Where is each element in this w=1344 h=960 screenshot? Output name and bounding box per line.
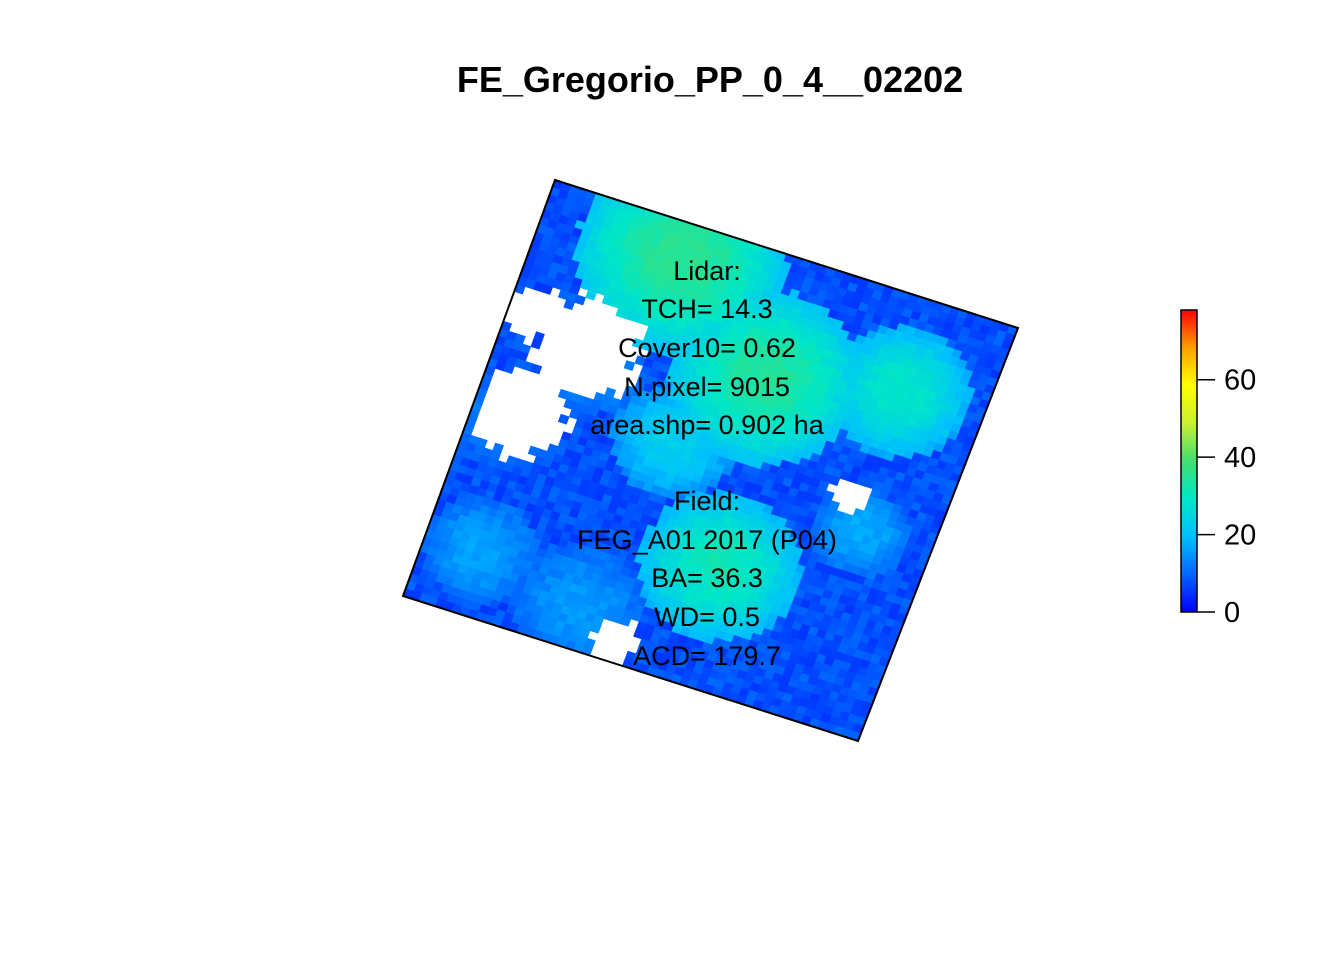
lidar-line: TCH= 14.3	[641, 294, 772, 324]
field-annotation: Field: FEG_A01 2017 (P04) BA= 36.3 WD= 0…	[577, 486, 837, 671]
raster-cell	[503, 363, 515, 374]
lidar-line: area.shp= 0.902 ha	[590, 410, 824, 440]
lidar-line: N.pixel= 9015	[624, 372, 790, 402]
legend-tick-label: 60	[1224, 365, 1256, 397]
chart-title: FE_Gregorio_PP_0_4__02202	[457, 59, 963, 100]
raster-cell	[585, 289, 597, 301]
field-line: FEG_A01 2017 (P04)	[577, 525, 837, 555]
legend-tick-label: 40	[1224, 442, 1256, 474]
lidar-line: Cover10= 0.62	[618, 333, 796, 363]
raster-cell	[589, 622, 602, 634]
lidar-annotation: Lidar: TCH= 14.3 Cover10= 0.62 N.pixel= …	[590, 256, 824, 440]
legend-ticks: 0 20 40 60	[1197, 365, 1256, 629]
raster-cell	[623, 360, 636, 371]
raster-cell	[530, 363, 543, 375]
field-line: WD= 0.5	[654, 602, 760, 632]
raster-cells	[402, 179, 1019, 742]
lidar-line: Lidar:	[673, 256, 741, 286]
raster-cell	[557, 413, 570, 425]
legend-tick-label: 0	[1224, 597, 1240, 629]
color-legend: 0 20 40 60	[1180, 309, 1256, 629]
raster-cell	[541, 284, 554, 295]
plot-boundary	[401, 178, 1020, 743]
raster-cell	[530, 338, 543, 350]
raster-cell	[563, 299, 575, 311]
raster-cell	[574, 294, 586, 306]
legend-tick-label: 20	[1224, 520, 1256, 552]
raster-plot	[401, 178, 1020, 743]
raster-cell	[619, 615, 632, 627]
field-line: BA= 36.3	[651, 563, 763, 593]
raster-cell	[828, 475, 841, 487]
legend-color-bar	[1180, 309, 1198, 613]
field-line: ACD= 179.7	[633, 641, 781, 671]
field-line: Field:	[674, 486, 740, 516]
